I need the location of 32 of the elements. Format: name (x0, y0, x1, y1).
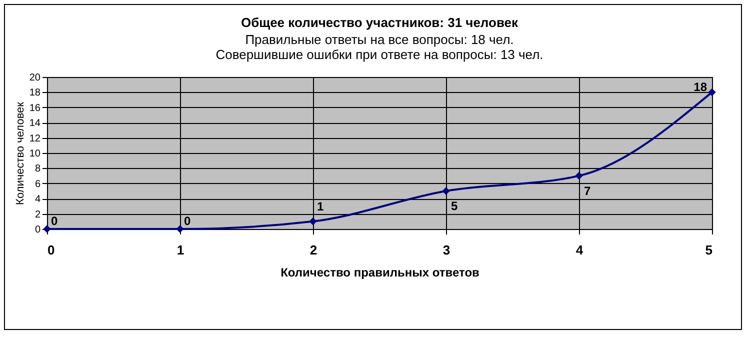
y-tick-label: 0 (34, 224, 41, 236)
point (575, 172, 583, 180)
y-tick-label: 2 (34, 209, 41, 220)
y-axis-title: Количество человек (14, 102, 26, 205)
data-label: 7 (584, 184, 591, 198)
point (442, 187, 450, 195)
point (43, 225, 51, 233)
y-tick-label: 8 (34, 164, 41, 175)
data-label: 1 (317, 199, 324, 214)
y-tick-label: 20 (29, 72, 41, 84)
x-tick-label: 0 (48, 242, 55, 258)
y-tick-label: 4 (34, 194, 41, 206)
x-axis-title: Количество правильных ответов (280, 266, 480, 280)
point (309, 218, 317, 226)
point (708, 88, 716, 96)
y-tick-label: 18 (29, 88, 41, 99)
y-tick-label: 6 (34, 178, 41, 190)
x-tick-label: 4 (576, 242, 584, 258)
y-tick-label: 12 (29, 133, 41, 144)
chart-title: Общее количество участников: 31 человек (240, 15, 519, 30)
x-tick-label: 2 (310, 242, 318, 258)
y-tick-label: 16 (29, 102, 41, 114)
x-tick-label: 3 (442, 242, 450, 258)
x-tick-label: 5 (705, 242, 712, 258)
chart-subtitle: Правильные ответы на все вопросы: 18 чел. Совершившие ошибки при ответе на вопросы: 13 чел. (216, 32, 544, 62)
data-label: 5 (451, 199, 458, 213)
y-tick-label: 10 (29, 148, 41, 160)
x-tick-label: 1 (176, 242, 184, 258)
data-label: 0 (184, 214, 191, 228)
data-label: 18 (694, 80, 708, 94)
data-label: 0 (51, 214, 58, 228)
y-tick-label: 14 (29, 118, 41, 130)
